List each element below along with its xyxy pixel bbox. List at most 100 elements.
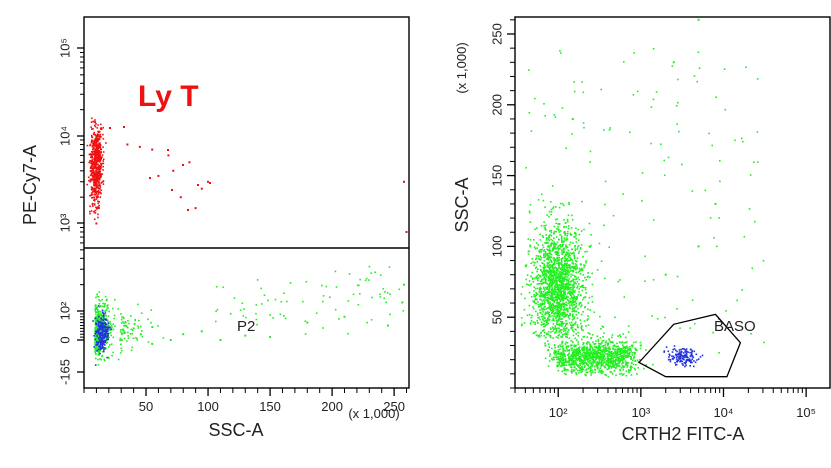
- scatter-point: [603, 355, 606, 358]
- scatter-point: [572, 291, 574, 293]
- y-tick-label: 100: [489, 236, 504, 258]
- scatter-point: [562, 264, 565, 266]
- scatter-point: [590, 356, 592, 359]
- scatter-point: [99, 146, 101, 148]
- scatter-point: [742, 140, 744, 143]
- scatter-point: [94, 351, 96, 354]
- scatter-point: [589, 368, 592, 370]
- scatter-point: [547, 312, 549, 314]
- scatter-point: [104, 333, 106, 335]
- scatter-point: [611, 341, 614, 343]
- scatter-point: [540, 280, 543, 282]
- scatter-point: [592, 355, 594, 358]
- scatter-point: [554, 295, 557, 298]
- scatter-point: [562, 363, 564, 365]
- scatter-point: [693, 350, 696, 353]
- scatter-point: [569, 297, 571, 300]
- scatter-point: [573, 90, 576, 93]
- scatter-point: [545, 276, 548, 278]
- scatter-point: [572, 278, 574, 280]
- scatter-point: [553, 281, 555, 283]
- scatter-point: [89, 174, 92, 176]
- scatter-point: [539, 233, 541, 236]
- x-tick-label: 250: [383, 399, 405, 414]
- scatter-point: [112, 336, 115, 339]
- scatter-point: [550, 309, 552, 312]
- scatter-point: [559, 248, 561, 250]
- scatter-point: [562, 204, 565, 207]
- scatter-point: [552, 248, 554, 250]
- scatter-point: [630, 356, 632, 358]
- scatter-point: [98, 306, 101, 308]
- scatter-point: [580, 367, 582, 370]
- scatter-point: [564, 307, 566, 310]
- scatter-point: [566, 235, 568, 237]
- scatter-point: [748, 208, 751, 210]
- scatter-point: [94, 327, 96, 329]
- scatter-point: [543, 260, 546, 262]
- scatter-point: [100, 162, 102, 165]
- scatter-point: [691, 358, 693, 361]
- scatter-point: [628, 369, 630, 371]
- scatter-point: [551, 299, 553, 301]
- scatter-point: [621, 358, 624, 360]
- scatter-point: [612, 348, 614, 350]
- scatter-point: [577, 341, 579, 343]
- scatter-point: [534, 302, 537, 304]
- scatter-point: [548, 249, 550, 252]
- scatter-point: [520, 317, 523, 319]
- scatter-point: [681, 363, 684, 365]
- scatter-point: [556, 361, 559, 364]
- scatter-point: [559, 315, 561, 318]
- scatter-point: [556, 241, 559, 244]
- scatter-point: [697, 245, 700, 248]
- scatter-point: [566, 333, 569, 336]
- scatter-point: [554, 328, 556, 330]
- scatter-point: [552, 246, 555, 249]
- scatter-point: [591, 365, 593, 368]
- scatter-point: [581, 354, 583, 357]
- scatter-point: [574, 345, 576, 347]
- scatter-point: [215, 310, 217, 313]
- scatter-point: [95, 177, 97, 180]
- scatter-point: [545, 271, 547, 273]
- y-tick-label: 10²: [57, 301, 72, 320]
- scatter-point: [678, 351, 681, 353]
- scatter-point: [93, 141, 95, 143]
- scatter-point: [557, 279, 560, 282]
- scatter-point: [566, 307, 568, 310]
- scatter-point: [682, 355, 685, 357]
- scatter-point: [593, 343, 595, 345]
- scatter-point: [92, 169, 94, 171]
- scatter-point: [611, 350, 613, 353]
- scatter-point: [652, 98, 655, 101]
- scatter-point: [548, 247, 551, 249]
- scatter-point: [124, 322, 127, 324]
- scatter-point: [559, 246, 562, 248]
- scatter-point: [548, 210, 551, 213]
- scatter-point: [571, 314, 574, 317]
- scatter-point: [600, 364, 603, 366]
- scatter-point: [566, 313, 568, 316]
- scatter-point: [631, 366, 633, 368]
- scatter-point: [557, 229, 560, 232]
- scatter-point: [571, 253, 573, 255]
- scatter-point: [685, 348, 688, 350]
- scatter-point: [555, 336, 558, 338]
- scatter-point: [576, 317, 579, 319]
- scatter-point: [352, 293, 355, 296]
- scatter-point: [567, 346, 569, 348]
- scatter-point: [529, 203, 532, 206]
- scatter-point: [589, 349, 591, 352]
- scatter-point: [628, 346, 631, 348]
- scatter-point: [269, 336, 272, 339]
- scatter-point: [630, 365, 632, 367]
- scatter-point: [560, 304, 562, 307]
- scatter-point: [552, 277, 555, 279]
- scatter-point: [94, 154, 96, 156]
- scatter-point: [93, 181, 95, 184]
- scatter-point: [548, 261, 550, 264]
- scatter-point: [104, 312, 107, 314]
- scatter-point: [714, 202, 717, 205]
- scatter-point: [571, 372, 573, 374]
